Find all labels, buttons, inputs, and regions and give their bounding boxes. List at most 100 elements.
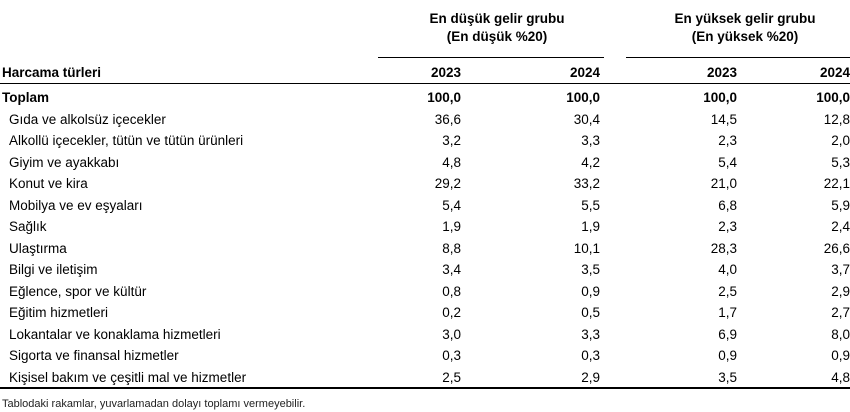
cell-high-2023: 5,4: [718, 154, 737, 170]
cell-low-2024: 30,4: [573, 111, 600, 127]
cell-high-2024: 2,4: [831, 219, 850, 234]
cell-low-2024: 1,9: [581, 219, 600, 234]
cell-low-2024: 0,5: [581, 305, 600, 320]
cell-low-2024: 5,5: [581, 197, 600, 213]
table-body: Toplam 100,0 100,0 100,0 100,0 Gıda ve alkols…: [0, 87, 850, 388]
cell-low-2024: 33,2: [573, 176, 600, 191]
cell-high-2023: 6,9: [718, 326, 737, 342]
cell-high-2024: 0,9: [831, 348, 850, 363]
cell-low-2023: 3,0: [442, 326, 461, 342]
low-income-group-title: En düşük gelir grubu: [429, 11, 565, 26]
year-header-high-2024: 2024: [819, 65, 850, 80]
table-row: Giyim ve ayakkabı 4,8 4,2 5,4 5,3: [0, 152, 850, 174]
label-column-header: Harcama türleri: [2, 65, 102, 80]
cell-low-2023: 36,6: [434, 111, 461, 127]
cell-high-2023: 21,0: [710, 176, 737, 191]
cell-high-2024: 100,0: [816, 90, 850, 105]
cell-low-2023: 4,8: [442, 154, 461, 170]
cell-high-2023: 2,3: [718, 133, 737, 148]
cell-low-2023: 5,4: [442, 197, 461, 213]
row-label: Alkollü içecekler, tütün ve tütün ürünle…: [9, 133, 244, 148]
year-header-low-2023: 2023: [430, 65, 461, 80]
row-label: Toplam: [2, 90, 49, 105]
low-income-group-header: En düşük gelir grubu (En düşük %20): [378, 10, 616, 46]
year-header-high-2023: 2023: [706, 65, 737, 80]
cell-high-2023: 28,3: [710, 240, 737, 256]
table-row: Ulaştırma 8,8 10,1 28,3 26,6: [0, 238, 850, 260]
row-label: Giyim ve ayakkabı: [9, 154, 120, 170]
table-row: Konut ve kira 29,2 33,2 21,0 22,1: [0, 173, 850, 195]
table-row: Lokantalar ve konaklama hizmetleri 3,0 3,3…: [0, 324, 850, 346]
table-row: Bilgi ve iletişim 3,4 3,5 4,0 3,7: [0, 259, 850, 281]
cell-low-2023: 8,8: [442, 240, 461, 256]
cell-high-2024: 2,9: [831, 283, 850, 299]
cell-low-2024: 10,1: [573, 240, 600, 256]
cell-low-2024: 2,9: [581, 369, 600, 385]
cell-high-2023: 100,0: [703, 90, 737, 105]
table-row: Sağlık 1,9 1,9 2,3 2,4: [0, 216, 850, 238]
row-label: Mobilya ve ev eşyaları: [9, 197, 143, 213]
high-income-group-header: En yüksek gelir grubu (En yüksek %20): [626, 10, 850, 46]
header-divider: [0, 83, 850, 84]
cell-low-2024: 4,2: [581, 154, 600, 170]
row-label: Kişisel bakım ve çeşitli mal ve hizmetle…: [9, 369, 247, 385]
row-label: Sigorta ve finansal hizmetler: [9, 348, 179, 363]
cell-low-2024: 0,9: [581, 283, 600, 299]
total-row: Toplam 100,0 100,0 100,0 100,0: [0, 87, 850, 109]
cell-low-2023: 0,2: [442, 305, 461, 320]
row-label: Gıda ve alkolsüz içecekler: [9, 111, 166, 127]
cell-low-2023: 0,8: [442, 283, 461, 299]
cell-high-2024: 2,7: [831, 305, 850, 320]
cell-high-2023: 4,0: [718, 262, 737, 277]
year-header-low-2024: 2024: [569, 65, 600, 80]
cell-high-2024: 3,7: [831, 262, 850, 277]
table-row: Kişisel bakım ve çeşitli mal ve hizmetle…: [0, 367, 850, 389]
cell-high-2023: 14,5: [710, 111, 737, 127]
cell-low-2024: 0,3: [581, 348, 600, 363]
table-bottom-divider: [0, 387, 850, 389]
table-row: Eğitim hizmetleri 0,2 0,5 1,7 2,7: [0, 302, 850, 324]
cell-high-2024: 2,0: [831, 133, 850, 148]
row-label: Konut ve kira: [9, 176, 88, 191]
row-label: Eğitim hizmetleri: [9, 305, 109, 320]
cell-high-2024: 22,1: [823, 176, 850, 191]
table-row: Sigorta ve finansal hizmetler 0,3 0,3 0,9 0,…: [0, 345, 850, 367]
table-row: Gıda ve alkolsüz içecekler 36,6 30,4 14,5 12…: [0, 109, 850, 131]
cell-high-2023: 0,9: [718, 348, 737, 363]
cell-low-2024: 100,0: [566, 90, 600, 105]
high-income-group-subtitle: (En yüksek %20): [691, 29, 799, 44]
cell-high-2024: 8,0: [831, 326, 850, 342]
table-footnote: Tablodaki rakamlar, yuvarlamadan dolayı …: [2, 398, 306, 410]
cell-high-2023: 6,8: [718, 197, 737, 213]
cell-low-2023: 29,2: [434, 176, 461, 191]
cell-high-2023: 1,7: [718, 305, 737, 320]
cell-low-2023: 100,0: [427, 90, 461, 105]
low-income-group-rule: [378, 57, 604, 58]
cell-high-2024: 5,9: [831, 197, 850, 213]
row-label: Sağlık: [9, 219, 47, 234]
row-label: Ulaştırma: [9, 240, 67, 256]
cell-low-2023: 2,5: [442, 369, 461, 385]
row-label: Lokantalar ve konaklama hizmetleri: [9, 326, 221, 342]
cell-high-2023: 2,5: [718, 283, 737, 299]
cell-low-2024: 3,3: [581, 133, 600, 148]
cell-low-2023: 1,9: [442, 219, 461, 234]
cell-high-2023: 2,3: [718, 219, 737, 234]
cell-high-2024: 5,3: [831, 154, 850, 170]
high-income-group-rule: [626, 57, 850, 58]
row-label: Bilgi ve iletişim: [9, 262, 98, 277]
cell-low-2023: 3,4: [442, 262, 461, 277]
cell-low-2024: 3,3: [581, 326, 600, 342]
cell-high-2024: 26,6: [823, 240, 850, 256]
cell-high-2024: 12,8: [823, 111, 850, 127]
low-income-group-subtitle: (En düşük %20): [446, 29, 548, 44]
cell-low-2023: 3,2: [442, 133, 461, 148]
table-row: Eğlence, spor ve kültür 0,8 0,9 2,5 2,9: [0, 281, 850, 303]
table-row: Mobilya ve ev eşyaları 5,4 5,5 6,8 5,9: [0, 195, 850, 217]
row-label: Eğlence, spor ve kültür: [9, 283, 147, 299]
cell-low-2024: 3,5: [581, 262, 600, 277]
cell-high-2024: 4,8: [831, 369, 850, 385]
table-row: Alkollü içecekler, tütün ve tütün ürünle…: [0, 130, 850, 152]
cell-low-2023: 0,3: [442, 348, 461, 363]
